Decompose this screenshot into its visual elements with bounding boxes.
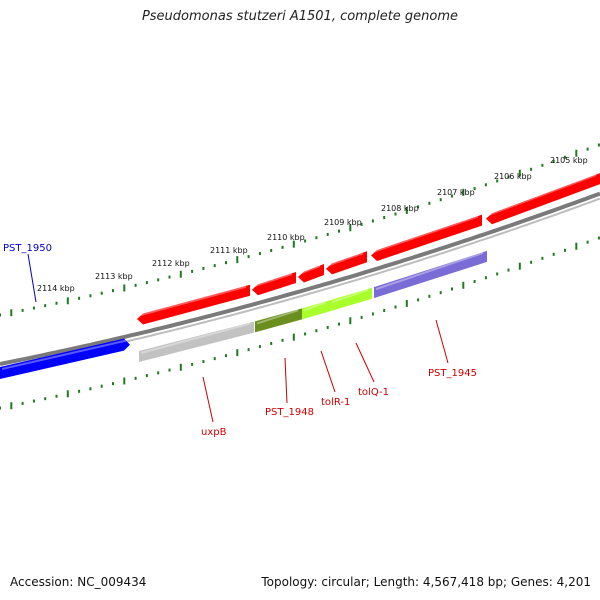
gene-pst-1950-shine	[1, 339, 127, 370]
gene-next-upper-shine	[487, 174, 597, 217]
tick-label: 2114 kbp	[37, 284, 75, 293]
gene-features	[0, 173, 600, 379]
gene-pst-1945-lower	[374, 250, 487, 299]
leader-tolq-1	[355, 342, 375, 383]
gene-uxpb-upper-shine	[138, 285, 247, 317]
genome-backbone	[0, 191, 600, 370]
gene-label-tolq-1[interactable]: tolQ-1	[358, 387, 389, 398]
backbone-outer	[0, 191, 600, 366]
gene-next-upper	[486, 173, 600, 225]
tick-label: 2111 kbp	[210, 246, 248, 255]
gene-pst-1948-upper	[252, 272, 296, 296]
tick-label: 2113 kbp	[95, 272, 133, 281]
gene-tolr-upper-shine	[299, 265, 321, 275]
gene-uxpb-lower-shine	[140, 322, 251, 354]
outer-scale-ticks	[0, 143, 600, 317]
gene-uxpb-upper	[137, 284, 250, 325]
gene-pst-1950	[0, 338, 130, 379]
gene-label-tolr-1[interactable]: tolR-1	[321, 397, 350, 408]
gene-pst-1948-lower-shine	[256, 309, 299, 325]
tick-label: 2109 kbp	[324, 218, 362, 227]
tick-label: 2108 kbp	[381, 204, 419, 213]
leader-tolr-1	[320, 350, 336, 393]
accession-text: Accession: NC_009434	[10, 575, 147, 589]
gene-pst-1948-upper-shine	[253, 273, 293, 288]
gene-uxpb-lower	[139, 321, 254, 362]
gene-tolq-upper-shine	[327, 252, 364, 267]
gene-tolq-lower	[330, 287, 372, 312]
gene-pst-1945-lower-shine	[375, 251, 484, 291]
gene-tolr-lower-shine	[303, 301, 327, 312]
tick-label: 2110 kbp	[267, 233, 305, 242]
gene-labels: PST_1950 uxpB PST_1948 tolR-1 tolQ-1 PST…	[3, 243, 477, 438]
leader-pst-1948	[284, 357, 288, 404]
gene-label-uxpb[interactable]: uxpB	[201, 427, 227, 438]
topology-text: Topology: circular; Length: 4,567,418 bp…	[261, 575, 591, 589]
tick-label: 2105 kbp	[550, 156, 588, 165]
inner-scale-ticks	[0, 236, 600, 410]
tick-label: 2106 kbp	[494, 172, 532, 181]
tick-label: 2112 kbp	[152, 259, 190, 268]
gene-tolr-lower	[302, 300, 330, 320]
scale-tick-labels: 2105 kbp 2106 kbp 2107 kbp 2108 kbp 2109…	[37, 156, 588, 293]
gene-pst-1948-lower	[255, 308, 302, 333]
leader-pst-1945	[435, 319, 449, 364]
tick-label: 2107 kbp	[437, 188, 475, 197]
genome-title: Pseudomonas stutzeri A1501, complete gen…	[141, 9, 459, 24]
leader-uxpb	[202, 376, 214, 423]
gene-pst-1945-upper	[371, 214, 482, 262]
gene-label-pst-1948[interactable]: PST_1948	[265, 407, 314, 418]
gene-label-pst-1950[interactable]: PST_1950	[3, 243, 52, 254]
gene-tolq-upper	[326, 251, 367, 275]
gene-tolr-upper	[298, 264, 324, 283]
gene-pst-1945-upper-shine	[372, 215, 479, 253]
gene-tolq-lower-shine	[331, 288, 369, 304]
label-leader-lines	[27, 253, 449, 423]
gene-label-pst-1945[interactable]: PST_1945	[428, 368, 477, 379]
leader-pst-1950	[27, 253, 37, 303]
